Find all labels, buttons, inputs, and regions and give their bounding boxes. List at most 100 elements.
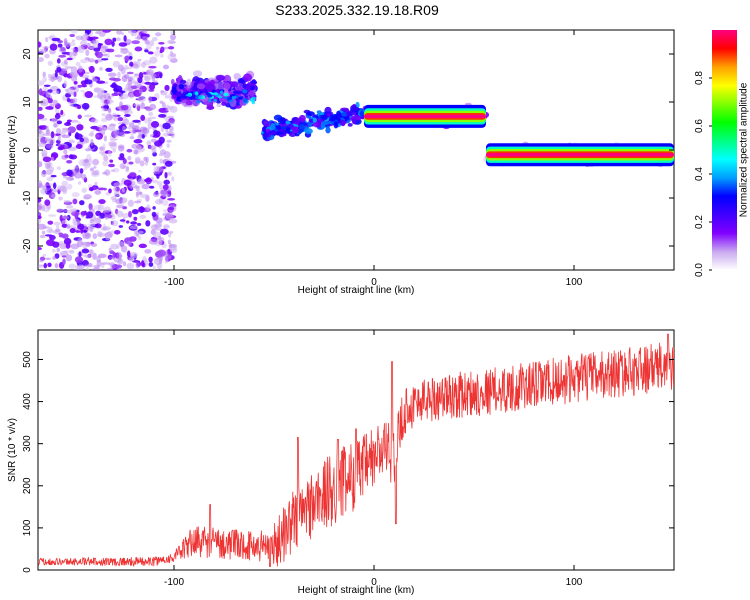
- heatmap-cell: [68, 263, 76, 269]
- heatmap-cell: [142, 127, 150, 135]
- heatmap-cell: [107, 107, 112, 113]
- heatmap-cell: [136, 191, 143, 196]
- heatmap-cell: [126, 148, 133, 153]
- heatmap-cell: [102, 143, 106, 151]
- heatmap-cell: [125, 220, 130, 224]
- heatmap-cell: [103, 206, 112, 213]
- heatmap-cell: [48, 74, 52, 78]
- heatmap-cell: [230, 81, 239, 88]
- heatmap-cell: [57, 43, 63, 48]
- heatmap-cell: [121, 188, 126, 192]
- heatmap-cell: [154, 50, 161, 57]
- heatmap-cell: [123, 35, 127, 42]
- heatmap-cell: [73, 91, 77, 98]
- heatmap-cell: [117, 146, 125, 152]
- heatmap-cell: [73, 171, 83, 179]
- heatmap-cell: [139, 194, 149, 199]
- heatmap-cell: [57, 75, 63, 83]
- heatmap-cell: [226, 96, 231, 102]
- heatmap-cell: [193, 70, 203, 77]
- heatmap-cell: [163, 179, 170, 185]
- heatmap-cell: [140, 114, 146, 122]
- heatmap-cell: [134, 129, 142, 133]
- heatmap-cell: [66, 97, 71, 103]
- heatmap-cell: [168, 172, 172, 177]
- heatmap-cell: [47, 60, 54, 66]
- heatmap-cell: [38, 183, 43, 189]
- heatmap-cell: [88, 132, 94, 137]
- heatmap-cell: [110, 83, 118, 87]
- colorbar-tick-label: 0.6: [694, 119, 705, 133]
- heatmap-cell: [80, 58, 88, 64]
- heatmap-cell: [72, 97, 78, 104]
- heatmap-cell: [162, 209, 168, 213]
- heatmap-cell: [76, 104, 82, 110]
- heatmap-cell: [134, 46, 143, 52]
- heatmap-cell: [87, 42, 91, 47]
- heatmap-cell: [40, 170, 47, 178]
- heatmap-cell: [108, 188, 112, 194]
- heatmap-cell: [152, 265, 156, 270]
- heatmap-cell: [118, 42, 128, 47]
- heatmap-cell: [242, 89, 248, 94]
- heatmap-cell: [81, 102, 90, 110]
- heatmap-cell: [140, 102, 145, 110]
- heatmap-cell: [231, 95, 237, 99]
- heatmap-cell: [223, 82, 231, 91]
- heatmap-cell: [131, 40, 140, 45]
- heatmap-cell: [71, 191, 80, 198]
- heatmap-cell: [152, 126, 157, 131]
- heatmap-cell: [69, 71, 79, 78]
- heatmap-cell: [52, 41, 56, 44]
- heatmap-cell: [107, 150, 112, 157]
- heatmap-cell: [57, 134, 61, 142]
- heatmap-cell: [185, 100, 193, 106]
- heatmap-cell: [150, 138, 157, 143]
- heatmap-cell: [138, 243, 147, 249]
- heatmap-cell: [133, 216, 138, 221]
- heatmap-cell: [65, 254, 73, 262]
- heatmap-cell: [126, 71, 134, 75]
- heatmap-cell: [211, 89, 216, 93]
- heatmap-cell: [61, 134, 71, 139]
- heatmap-cell: [239, 96, 244, 99]
- heatmap-cell: [112, 148, 116, 153]
- snr-axes: -100 0 100 0 100 200 300 400 500: [22, 330, 674, 588]
- heatmap-cell: [321, 121, 330, 126]
- heatmap-cell: [69, 228, 76, 234]
- heatmap-cell: [148, 65, 157, 69]
- heatmap-cell: [151, 36, 158, 42]
- heatmap-cell: [108, 141, 117, 147]
- snr-x-label: Height of straight line (km): [298, 585, 415, 596]
- heatmap-cell: [105, 235, 111, 241]
- heatmap-cell: [171, 176, 175, 182]
- heatmap-cell: [162, 122, 171, 130]
- heatmap-cell: [54, 263, 59, 269]
- heatmap-cell: [251, 96, 256, 100]
- heatmap-cell: [83, 158, 89, 164]
- heatmap-cell: [83, 264, 93, 267]
- heatmap-cell: [221, 101, 227, 106]
- heatmap-cell: [145, 108, 153, 112]
- heatmap-cell: [105, 113, 113, 121]
- heatmap-cell: [134, 200, 142, 204]
- heatmap-cell: [158, 72, 163, 79]
- heatmap-cell: [133, 65, 139, 70]
- heatmap-cell: [51, 90, 60, 95]
- heatmap-cell: [152, 191, 160, 198]
- heatmap-cell: [111, 220, 119, 227]
- heatmap-cell: [208, 98, 212, 103]
- heatmap-cell: [136, 222, 142, 226]
- heatmap-cell: [116, 204, 125, 209]
- heatmap-cell: [89, 167, 95, 172]
- heatmap-cell: [85, 49, 90, 57]
- heatmap-cell: [185, 93, 192, 97]
- heatmap-cell: [120, 245, 128, 253]
- heatmap-cell: [84, 148, 91, 152]
- heatmap-cell: [80, 228, 84, 234]
- heatmap-cell: [100, 46, 108, 54]
- heatmap-cell: [103, 187, 107, 191]
- heatmap-cell: [55, 128, 62, 135]
- heatmap-cell: [121, 125, 127, 132]
